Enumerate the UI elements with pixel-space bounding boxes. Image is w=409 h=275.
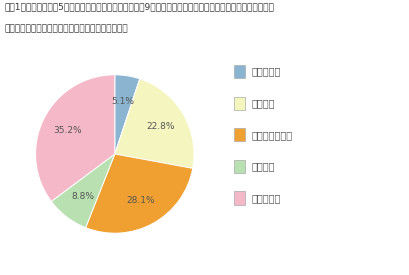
- Text: 35.2%: 35.2%: [53, 126, 81, 135]
- Text: あまり良くない: あまり良くない: [251, 130, 292, 140]
- Wedge shape: [115, 79, 193, 168]
- Text: まあ良い: まあ良い: [251, 98, 274, 108]
- Text: 》図1》　東京大学が5年後を目標に全面的に秋季入学（9月入学）に移行するとの構想を発表しました。大学: 》図1》 東京大学が5年後を目標に全面的に秋季入学（9月入学）に移行するとの構想…: [4, 3, 273, 12]
- Text: 8.8%: 8.8%: [71, 192, 94, 201]
- Text: 22.8%: 22.8%: [146, 122, 174, 131]
- Wedge shape: [85, 154, 192, 233]
- Wedge shape: [51, 154, 115, 228]
- Text: 良くない: 良くない: [251, 161, 274, 171]
- Text: の秋季入学について、あなたはどう感じますか？》: の秋季入学について、あなたはどう感じますか？》: [4, 25, 128, 34]
- Text: とても良い: とても良い: [251, 67, 280, 76]
- Text: わからない: わからない: [251, 193, 280, 203]
- Text: 5.1%: 5.1%: [112, 97, 135, 106]
- Wedge shape: [115, 75, 139, 154]
- Wedge shape: [36, 75, 115, 201]
- Text: 28.1%: 28.1%: [126, 196, 155, 205]
